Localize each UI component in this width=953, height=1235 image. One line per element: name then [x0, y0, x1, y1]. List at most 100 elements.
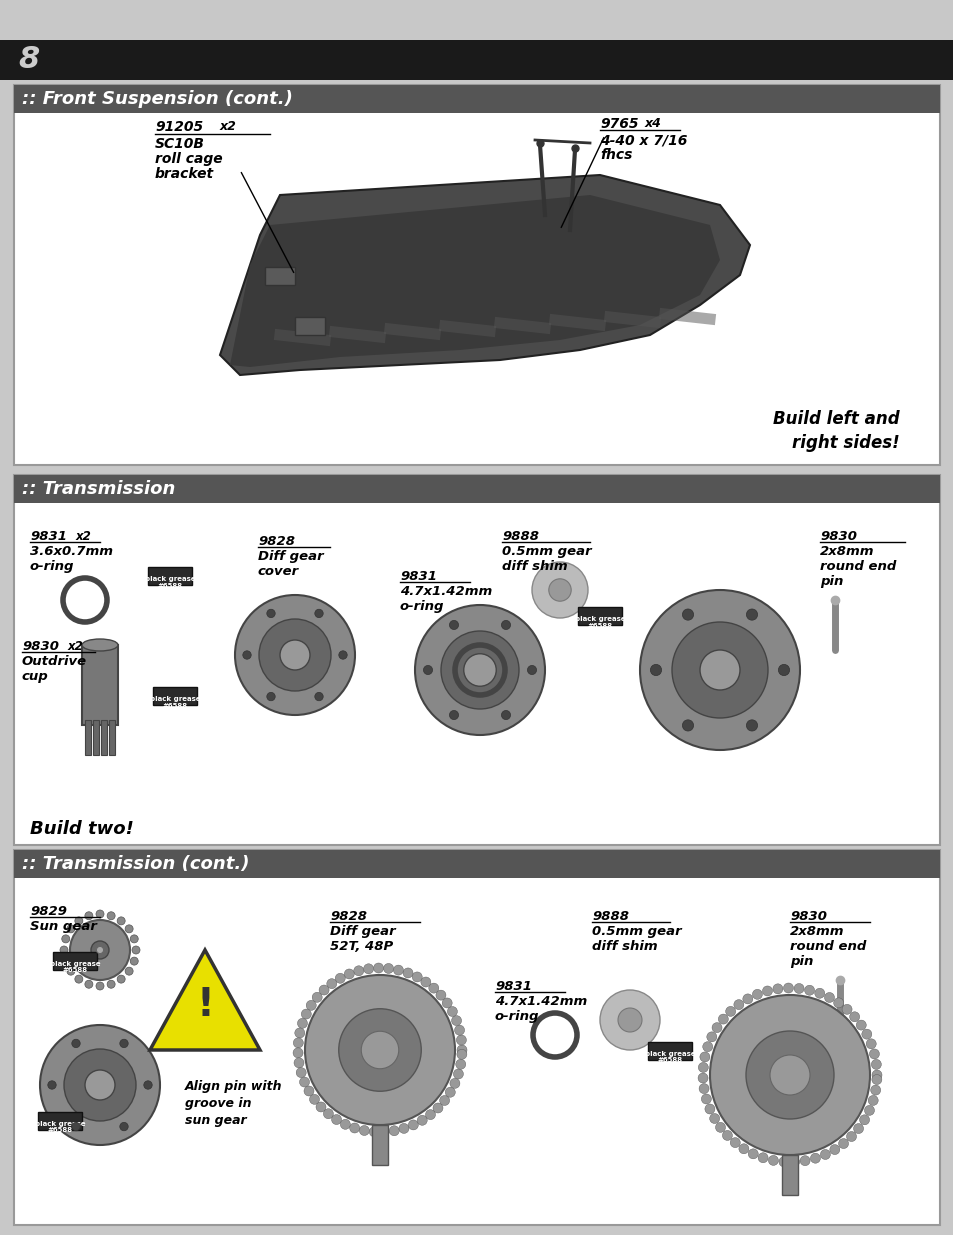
- Circle shape: [393, 965, 403, 976]
- Bar: [92, 720, 99, 755]
- Circle shape: [363, 963, 374, 974]
- Circle shape: [117, 916, 125, 925]
- Text: o-ring: o-ring: [30, 559, 74, 573]
- Text: 9828: 9828: [330, 910, 367, 923]
- Circle shape: [761, 986, 772, 995]
- Circle shape: [294, 1058, 304, 1068]
- Text: black grease
#6588: black grease #6588: [574, 616, 624, 629]
- Text: !: !: [196, 986, 213, 1024]
- Circle shape: [415, 605, 544, 735]
- Text: 2x8mm: 2x8mm: [789, 925, 843, 939]
- Circle shape: [359, 1125, 369, 1135]
- Circle shape: [709, 1114, 719, 1124]
- Circle shape: [681, 609, 693, 620]
- Circle shape: [67, 967, 74, 976]
- Circle shape: [789, 1157, 799, 1167]
- Circle shape: [445, 1087, 455, 1097]
- Text: 8: 8: [18, 46, 39, 74]
- Circle shape: [871, 1070, 882, 1079]
- Text: 0.5mm gear: 0.5mm gear: [592, 925, 680, 939]
- Polygon shape: [230, 195, 720, 367]
- Bar: [14, 475, 939, 845]
- Circle shape: [60, 946, 68, 953]
- Circle shape: [374, 963, 383, 973]
- Text: diff shim: diff shim: [592, 940, 657, 953]
- Circle shape: [856, 1020, 865, 1030]
- Circle shape: [62, 935, 70, 942]
- Text: Build two!: Build two!: [30, 820, 133, 839]
- Text: 4.7x1.42mm: 4.7x1.42mm: [495, 995, 587, 1008]
- Circle shape: [706, 1032, 716, 1042]
- Text: :: Front Suspension (cont.): :: Front Suspension (cont.): [22, 90, 293, 107]
- Circle shape: [548, 579, 571, 601]
- Text: pin: pin: [820, 576, 842, 588]
- Circle shape: [449, 710, 458, 720]
- Circle shape: [814, 988, 824, 998]
- Circle shape: [823, 993, 834, 1003]
- Text: roll cage: roll cage: [154, 152, 222, 165]
- Circle shape: [870, 1060, 881, 1070]
- Circle shape: [379, 1126, 389, 1137]
- Circle shape: [309, 1094, 319, 1104]
- Circle shape: [131, 957, 138, 965]
- Text: Diff gear: Diff gear: [330, 925, 395, 939]
- Circle shape: [803, 986, 814, 995]
- Bar: [148, 567, 192, 585]
- Circle shape: [456, 1035, 466, 1045]
- Circle shape: [859, 1115, 869, 1125]
- Circle shape: [867, 1095, 878, 1105]
- Circle shape: [267, 693, 274, 700]
- Circle shape: [868, 1049, 879, 1058]
- Text: 9831: 9831: [399, 571, 436, 583]
- Circle shape: [441, 998, 452, 1008]
- Circle shape: [745, 720, 757, 731]
- Circle shape: [829, 1145, 839, 1155]
- Text: black grease
#6588: black grease #6588: [150, 697, 200, 709]
- Circle shape: [853, 1124, 862, 1134]
- Circle shape: [718, 1014, 727, 1024]
- Bar: [14, 475, 939, 503]
- Circle shape: [454, 1025, 464, 1035]
- Bar: [0, 40, 953, 80]
- Circle shape: [450, 1078, 459, 1088]
- Ellipse shape: [82, 638, 118, 651]
- Text: black grease
#6588: black grease #6588: [50, 961, 100, 973]
- Circle shape: [306, 1000, 315, 1010]
- Circle shape: [699, 1083, 708, 1094]
- Text: o-ring: o-ring: [495, 1010, 539, 1023]
- Circle shape: [501, 710, 510, 720]
- Circle shape: [369, 1126, 379, 1136]
- Circle shape: [782, 983, 793, 993]
- Circle shape: [67, 925, 74, 932]
- Text: cup: cup: [22, 671, 49, 683]
- Circle shape: [739, 1144, 748, 1153]
- Circle shape: [778, 1157, 788, 1167]
- Circle shape: [456, 1045, 467, 1055]
- Circle shape: [234, 595, 355, 715]
- Circle shape: [428, 983, 438, 993]
- Text: :: Transmission (cont.): :: Transmission (cont.): [22, 855, 250, 873]
- Circle shape: [62, 957, 70, 965]
- Circle shape: [416, 1115, 427, 1125]
- Circle shape: [117, 976, 125, 983]
- Text: cover: cover: [257, 564, 299, 578]
- Circle shape: [456, 1060, 465, 1070]
- Circle shape: [327, 978, 336, 989]
- Circle shape: [440, 631, 518, 709]
- Text: 9828: 9828: [257, 535, 294, 548]
- Circle shape: [85, 911, 92, 920]
- Circle shape: [125, 967, 133, 976]
- Circle shape: [305, 974, 455, 1125]
- Bar: [294, 317, 325, 335]
- Text: black grease
#6588: black grease #6588: [145, 576, 195, 589]
- Circle shape: [85, 981, 92, 988]
- Bar: [0, 0, 953, 40]
- Circle shape: [344, 969, 354, 979]
- Circle shape: [40, 1025, 160, 1145]
- Bar: [647, 1042, 691, 1060]
- Circle shape: [354, 966, 363, 976]
- Bar: [82, 645, 118, 725]
- Circle shape: [96, 946, 104, 953]
- Circle shape: [820, 1150, 829, 1160]
- Text: black grease
#6588: black grease #6588: [644, 1051, 695, 1063]
